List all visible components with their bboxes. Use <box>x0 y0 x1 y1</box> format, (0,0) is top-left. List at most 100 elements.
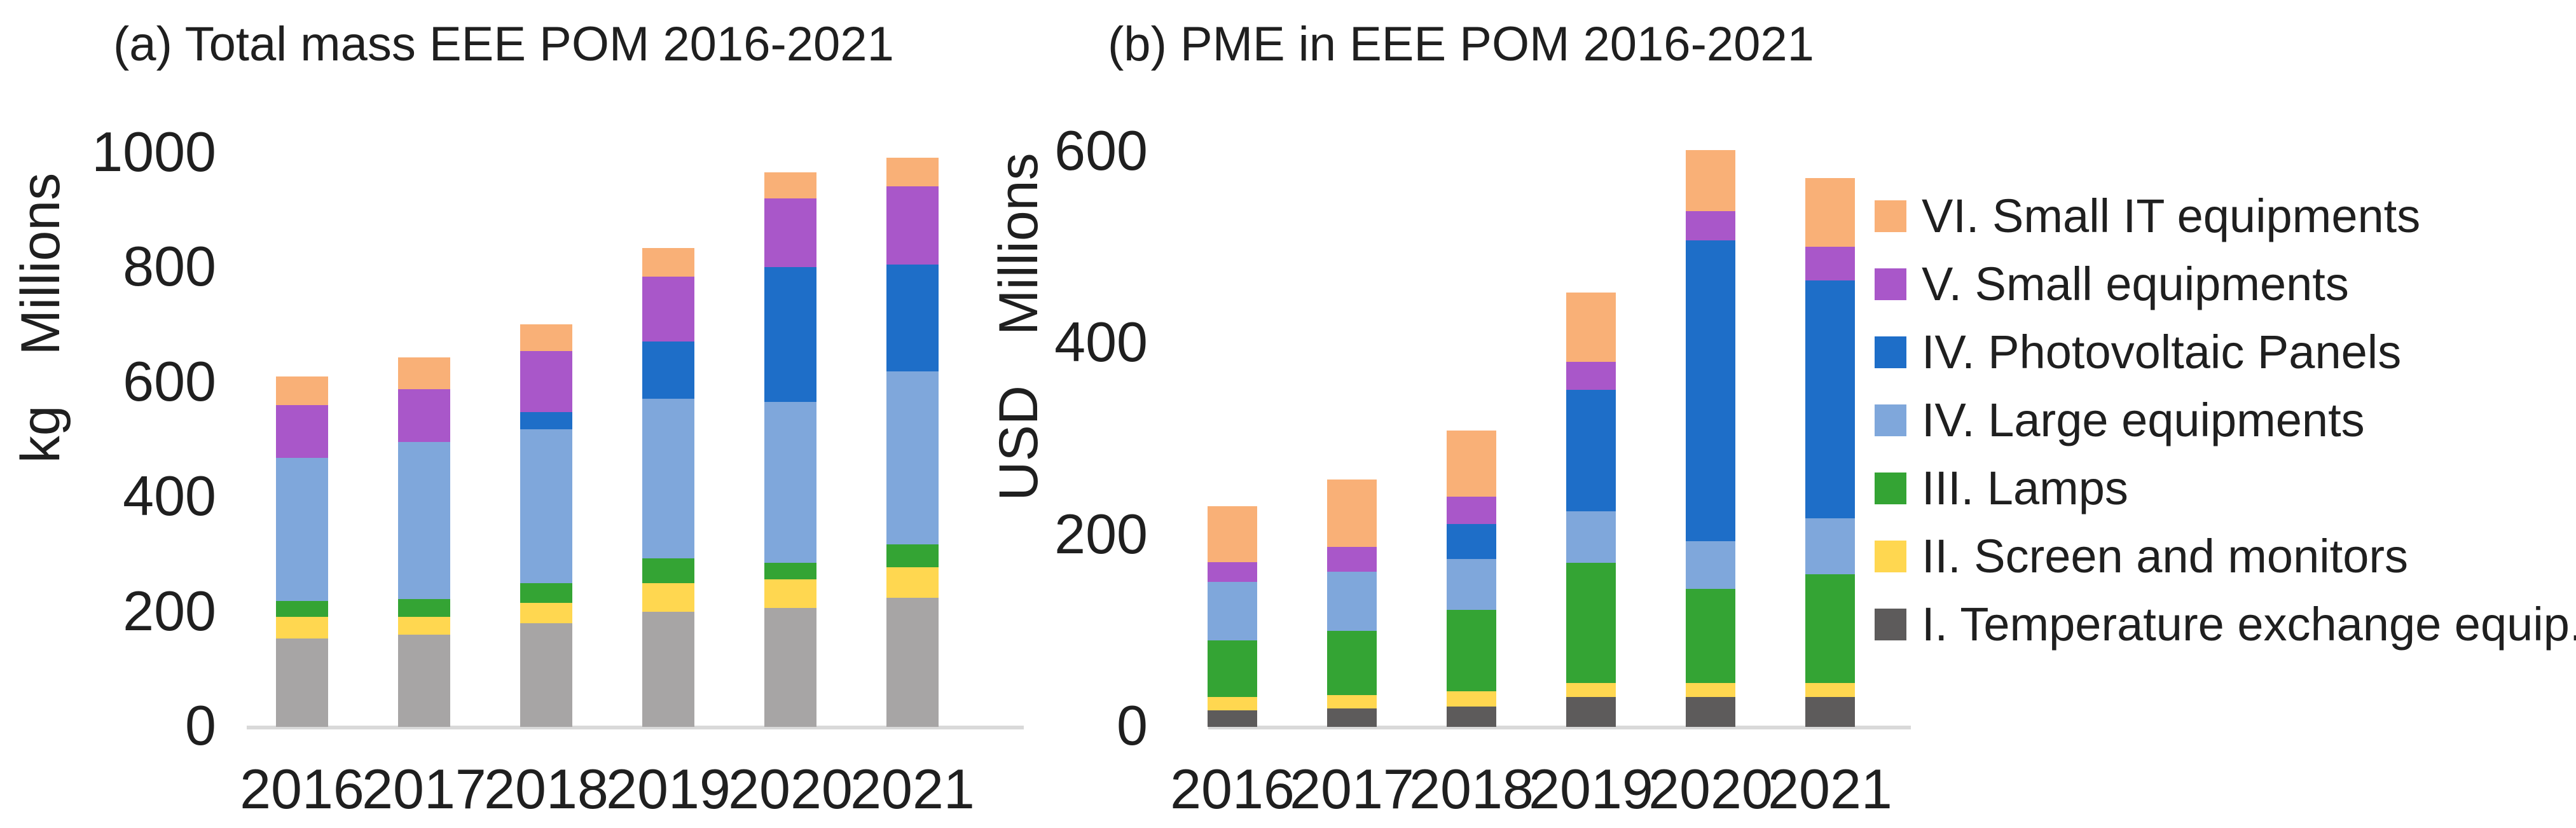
legend-item-4: IV. Large equipments <box>1875 386 2576 454</box>
bar-segment-a-2019-v <box>642 276 694 342</box>
bar-segment-a-2016-iii <box>276 600 328 617</box>
legend-item-label: IV. Large equipments <box>1922 394 2365 446</box>
bar-segment-b-2020-iv <box>1686 240 1735 541</box>
bar-segment-b-2018-iv <box>1447 523 1496 560</box>
bar-segment-a-2019-iv <box>642 399 694 558</box>
chart-b-ytick-0: 0 <box>1117 693 1148 757</box>
bar-segment-a-2021-iii <box>886 544 939 568</box>
bar-segment-a-2017-i <box>398 634 450 727</box>
chart-b-bar-2018 <box>1447 431 1496 727</box>
chart-a-ytick-800: 800 <box>123 235 216 298</box>
bar-segment-b-2020-i <box>1686 697 1735 727</box>
bar-segment-b-2017-vi <box>1327 480 1377 547</box>
legend-item-label: IV. Photovoltaic Panels <box>1922 326 2402 378</box>
bar-segment-a-2018-ii <box>520 603 572 623</box>
bar-segment-a-2017-v <box>398 389 450 442</box>
chart-b-title: (b) PME in EEE POM 2016-2021 <box>1108 17 1814 71</box>
legend-item-1: VI. Small IT equipments <box>1875 182 2576 250</box>
chart-b-xtick-2020: 2020 <box>1648 757 1773 820</box>
chart-a-bar-2019 <box>642 247 694 727</box>
bar-segment-a-2017-vi <box>398 357 450 389</box>
chart-a-ytick-0: 0 <box>185 693 216 757</box>
chart-a-ytick-1000: 1000 <box>92 120 216 183</box>
chart-a-xtick-2020: 2020 <box>728 757 853 820</box>
legend-item-label: V. Small equipments <box>1922 258 2349 310</box>
bar-segment-a-2019-ii <box>642 583 694 612</box>
bar-segment-a-2016-v <box>276 404 328 458</box>
bar-segment-a-2016-iv <box>276 457 328 601</box>
bar-segment-b-2019-v <box>1566 361 1616 390</box>
legend-item-label: VI. Small IT equipments <box>1922 190 2421 242</box>
chart-b-xtick-2016: 2016 <box>1170 757 1295 820</box>
bar-segment-b-2017-i <box>1327 708 1377 727</box>
bar-segment-b-2017-ii <box>1327 695 1377 709</box>
bar-segment-a-2020-iv <box>764 402 816 563</box>
bar-segment-a-2021-i <box>886 598 939 727</box>
legend-swatch-icon <box>1875 472 1906 504</box>
bar-segment-b-2018-iii <box>1447 610 1496 692</box>
chart-a-x-axis-line <box>247 726 1024 729</box>
bar-segment-b-2019-i <box>1566 697 1616 727</box>
bar-segment-a-2019-iii <box>642 558 694 583</box>
bar-segment-a-2020-iv <box>764 266 816 403</box>
chart-a-ytick-400: 400 <box>123 464 216 528</box>
bar-segment-a-2018-vi <box>520 324 572 352</box>
bar-segment-b-2019-iv <box>1566 389 1616 511</box>
bar-segment-b-2019-iv <box>1566 511 1616 563</box>
chart-b-bar-2017 <box>1327 480 1377 727</box>
bar-segment-a-2019-iv <box>642 341 694 399</box>
chart-a-xtick-2019: 2019 <box>606 757 731 820</box>
bar-segment-b-2016-v <box>1208 562 1257 583</box>
bar-segment-b-2021-vi <box>1805 177 1855 247</box>
chart-a-title: (a) Total mass EEE POM 2016-2021 <box>113 17 894 71</box>
bar-segment-b-2016-ii <box>1208 697 1257 711</box>
chart-a-bar-2020 <box>764 172 816 727</box>
bar-segment-a-2017-iii <box>398 598 450 617</box>
chart-a-bar-2018 <box>520 324 572 727</box>
chart-b-bar-2021 <box>1805 177 1855 727</box>
bar-segment-b-2020-v <box>1686 211 1735 240</box>
legend-item-5: III. Lamps <box>1875 454 2576 522</box>
bar-segment-b-2019-vi <box>1566 293 1616 362</box>
bar-segment-b-2021-iii <box>1805 574 1855 683</box>
chart-a-ytick-600: 600 <box>123 349 216 413</box>
bar-segment-b-2016-iv <box>1208 582 1257 641</box>
bar-segment-a-2020-ii <box>764 579 816 609</box>
bar-segment-a-2019-i <box>642 611 694 727</box>
bar-segment-a-2016-ii <box>276 616 328 639</box>
bar-segment-a-2020-vi <box>764 172 816 199</box>
legend-swatch-icon <box>1875 336 1906 368</box>
bar-segment-b-2019-ii <box>1566 682 1616 698</box>
bar-segment-a-2018-iv <box>520 429 572 583</box>
chart-b-xtick-2021: 2021 <box>1768 757 1892 820</box>
chart-a-bar-2017 <box>398 357 450 727</box>
chart-b-ytick-400: 400 <box>1054 310 1148 374</box>
legend-item-6: II. Screen and monitors <box>1875 522 2576 590</box>
bar-segment-a-2019-vi <box>642 247 694 277</box>
bar-segment-a-2017-iv <box>398 441 450 599</box>
legend-item-label: II. Screen and monitors <box>1922 530 2409 583</box>
chart-b-xtick-2019: 2019 <box>1529 757 1653 820</box>
bar-segment-b-2021-v <box>1805 247 1855 280</box>
bar-segment-b-2018-v <box>1447 497 1496 524</box>
bar-segment-b-2016-vi <box>1208 506 1257 562</box>
chart-b-xtick-2017: 2017 <box>1290 757 1414 820</box>
legend-item-label: I. Temperature exchange equip. <box>1922 598 2576 651</box>
chart-a-xtick-2017: 2017 <box>362 757 486 820</box>
bar-segment-a-2016-i <box>276 638 328 727</box>
bar-segment-b-2021-iv <box>1805 518 1855 575</box>
chart-a-xtick-2021: 2021 <box>850 757 975 820</box>
bar-segment-b-2017-iii <box>1327 631 1377 696</box>
bar-segment-b-2019-iii <box>1566 563 1616 683</box>
chart-a-bar-2016 <box>276 376 328 727</box>
bar-segment-b-2018-vi <box>1447 431 1496 497</box>
chart-b-ytick-600: 600 <box>1054 118 1148 182</box>
legend-swatch-icon <box>1875 540 1906 572</box>
bar-segment-a-2020-i <box>764 608 816 727</box>
bar-segment-a-2021-iv <box>886 264 939 371</box>
chart-a-xtick-2016: 2016 <box>240 757 364 820</box>
bar-segment-b-2017-v <box>1327 546 1377 572</box>
legend-item-3: IV. Photovoltaic Panels <box>1875 318 2576 386</box>
bar-segment-a-2020-iii <box>764 562 816 580</box>
